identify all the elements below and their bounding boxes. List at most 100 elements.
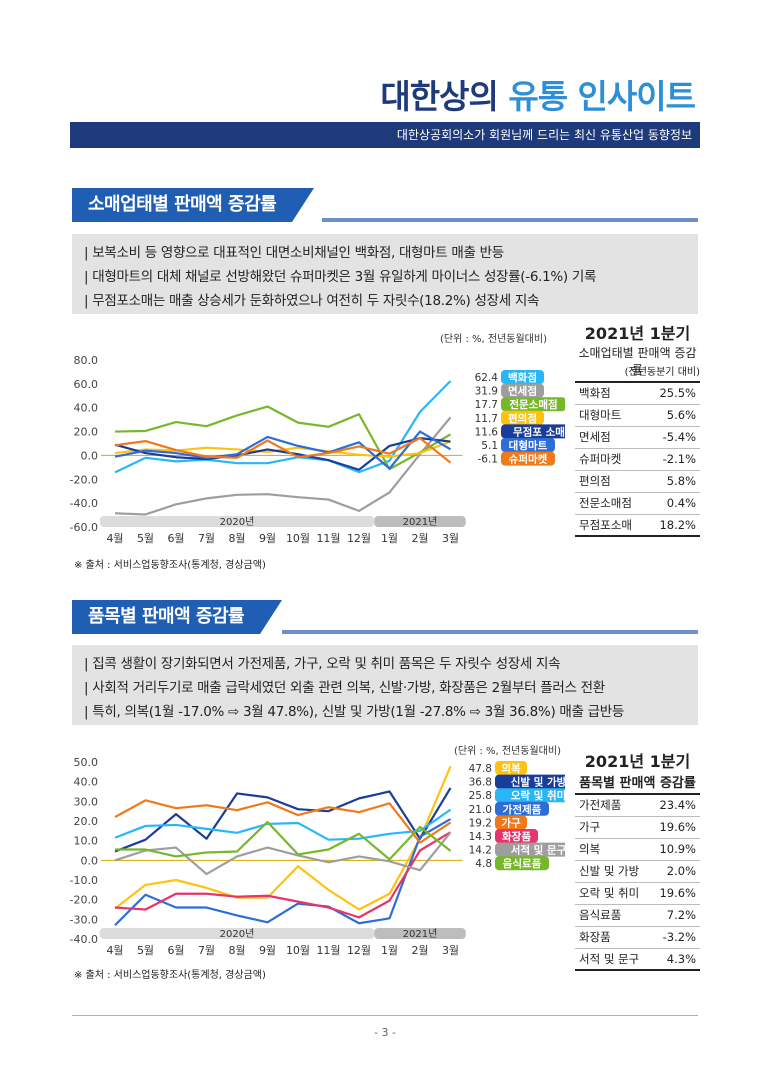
x-tick-label: 7월 xyxy=(198,532,215,545)
y-tick-label: 0.0 xyxy=(81,854,99,867)
retail-table-value-cell: 25.5% xyxy=(647,381,700,405)
series-end-value: 4.8 xyxy=(475,858,492,870)
series-legend-label: 화장품 xyxy=(502,830,531,843)
product-table-value-cell: 19.6% xyxy=(650,882,700,905)
y-tick-label: 60.0 xyxy=(74,378,99,391)
y-tick-label: 50.0 xyxy=(74,756,99,769)
y-tick-label: 20.0 xyxy=(74,426,99,439)
retail-format-chart: -60.0 -40.0 -20.0 0.0 20.0 40.0 60.0 80.0 2020년 2… xyxy=(70,354,565,545)
retail-table-value-cell: 18.2% xyxy=(647,514,700,537)
x-tick-label: 2월 xyxy=(411,532,428,545)
product-table-value-cell: 2.0% xyxy=(650,860,700,883)
series-line xyxy=(114,405,452,471)
x-tick-label: 10월 xyxy=(286,532,310,545)
series-legend-chip xyxy=(495,815,527,830)
series-legend-chip xyxy=(501,424,565,439)
section2-header: 품목별 판매액 증감률 xyxy=(72,600,698,634)
year-band xyxy=(99,516,375,527)
retail-table-value-cell: 0.4% xyxy=(647,492,700,515)
retail-table-name-cell: 대형마트 xyxy=(575,404,648,427)
series-legend-label: 슈퍼마켓 xyxy=(509,453,548,466)
retail-table-row: 슈퍼마켓 -2.1% xyxy=(575,448,700,471)
series-legend-label: 오락 및 취미 xyxy=(511,789,565,802)
series-legend-label: 면세점 xyxy=(508,385,537,398)
y-tick-label: 0.0 xyxy=(81,449,99,462)
series-legend-chip xyxy=(495,774,565,789)
product-table-row: 신발 및 가방 2.0% xyxy=(575,860,700,883)
section1-unit: (단위 : %, 전년동월대비) xyxy=(440,334,547,345)
section2-bullet: | 사회적 거리두기로 매출 급락세였던 외출 관련 의복, 신발·가방, 화장… xyxy=(84,680,605,696)
x-tick-label: 6월 xyxy=(167,532,184,545)
x-tick-label: 8월 xyxy=(228,944,245,957)
series-end-value: 31.9 xyxy=(475,386,498,398)
retail-table-row: 면세점 -5.4% xyxy=(575,426,700,449)
product-table-row: 가구 19.6% xyxy=(575,816,700,839)
series-line xyxy=(114,787,452,853)
series-line xyxy=(114,430,452,470)
series-line xyxy=(114,808,452,841)
retail-table-row: 백화점 25.5% xyxy=(575,381,700,405)
x-tick-label: 4월 xyxy=(106,944,123,957)
series-legend-label: 의복 xyxy=(501,762,521,775)
x-tick-label: 9월 xyxy=(259,944,276,957)
product-table-value-cell: 23.4% xyxy=(650,793,700,817)
page-subtitle: 대한상공회의소가 회원님께 드리는 최신 유통산업 동향정보 xyxy=(396,128,692,142)
product-table-name-cell: 가구 xyxy=(575,816,651,839)
section1-rule xyxy=(322,218,698,222)
retail-table-value-cell: -2.1% xyxy=(647,448,700,471)
series-legend-label: 신발 및 가방 xyxy=(511,776,565,789)
series-line xyxy=(114,380,452,474)
page-title-part1: 대한상의 xyxy=(380,77,498,116)
series-end-value: 5.1 xyxy=(481,440,498,452)
series-end-value: 11.6 xyxy=(475,426,499,438)
series-legend-label: 음식료품 xyxy=(503,857,542,870)
retail-table-name-cell: 무점포소매 xyxy=(575,514,648,537)
y-tick-label: 80.0 xyxy=(74,354,99,367)
product-table-value-cell: 4.3% xyxy=(650,948,700,971)
series-legend-label: 편의점 xyxy=(508,412,537,425)
y-tick-label: -20.0 xyxy=(70,473,98,486)
series-line xyxy=(114,831,452,919)
product-table-row: 서적 및 문구 4.3% xyxy=(575,948,700,971)
series-end-value: 14.2 xyxy=(469,845,492,857)
page-number: - 3 - xyxy=(374,1026,396,1039)
retail-table-row: 무점포소매 18.2% xyxy=(575,514,700,537)
x-tick-label: 8월 xyxy=(228,532,245,545)
x-tick-label: 4월 xyxy=(106,532,123,545)
retail-table-row: 대형마트 5.6% xyxy=(575,404,700,427)
section1-side-unit: (전년동분기 대비) xyxy=(624,367,700,378)
section2-side-title-line1: 2021년 1분기 xyxy=(584,752,691,771)
x-tick-label: 5월 xyxy=(137,532,154,545)
series-end-value: 17.7 xyxy=(475,399,498,411)
page-title: 대한상의 유통 인사이트 xyxy=(0,70,696,118)
year-band xyxy=(374,928,466,939)
x-tick-label: 1월 xyxy=(381,532,398,545)
product-table-name-cell: 신발 및 가방 xyxy=(575,860,651,883)
series-line xyxy=(114,799,452,844)
y-tick-label: 40.0 xyxy=(74,402,99,415)
y-tick-label: 10.0 xyxy=(74,835,99,848)
series-legend-chip xyxy=(501,370,544,384)
product-table-row: 의복 10.9% xyxy=(575,838,700,861)
retail-table-value-cell: -5.4% xyxy=(647,426,700,449)
section2-source: ※ 출처 : 서비스업동향조사(통계청, 경상금액) xyxy=(74,970,266,981)
retail-table-value-cell: 5.6% xyxy=(647,404,700,427)
retail-table-name-cell: 백화점 xyxy=(575,381,648,405)
retail-table-name-cell: 슈퍼마켓 xyxy=(575,448,648,471)
y-tick-label: -40.0 xyxy=(70,497,98,510)
footer-rule xyxy=(72,1015,698,1016)
year-label: 2021년 xyxy=(403,928,438,940)
series-legend-label: 백화점 xyxy=(508,371,537,384)
series-legend-chip xyxy=(501,451,555,466)
year-band xyxy=(374,516,466,527)
product-table-row: 화장품 -3.2% xyxy=(575,926,700,949)
series-legend-label: 전문소매점 xyxy=(509,398,557,411)
section1-summary-table: 백화점 25.5% 대형마트 5.6% 면세점 -5.4% 슈퍼마켓 -2.1% 편의점 5.8%… xyxy=(575,381,700,537)
series-line xyxy=(114,437,451,471)
series-legend-label: 가구 xyxy=(501,816,521,829)
series-end-value: 19.2 xyxy=(469,817,492,829)
product-table-row: 음식료품 7.2% xyxy=(575,904,700,927)
year-band xyxy=(99,928,375,939)
retail-table-name-cell: 전문소매점 xyxy=(575,492,648,515)
section2-bullet: | 특히, 의복(1월 -17.0% ⇨ 3월 47.8%), 신발 및 가방(… xyxy=(84,704,624,720)
